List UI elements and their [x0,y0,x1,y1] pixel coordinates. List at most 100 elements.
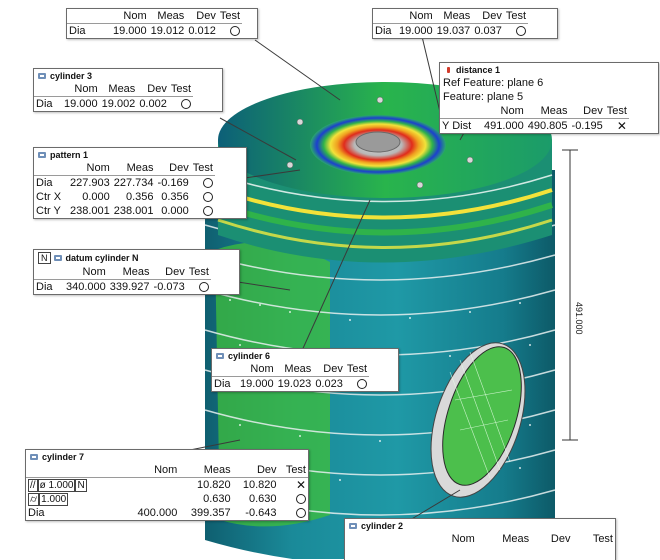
row-label: Dia [67,23,111,38]
meas-value: 19.023 [275,376,314,391]
pass-circle-icon [296,494,306,505]
side-bore-grid [449,351,513,479]
nom-value: 19.000 [397,23,435,38]
meas-value: 19.012 [148,23,187,38]
datum-tag: N [38,252,51,264]
col-meas: Meas [540,105,568,117]
pass-circle-icon [202,178,213,189]
nom-value: 400.000 [137,507,178,519]
pass-circle-icon [202,206,213,217]
col-dev: Dev [169,162,189,174]
annotation-title: cylinder 3 [50,71,93,81]
annotation-cylinder-3[interactable]: cylinder 3 Nom Meas Dev Test Dia 19.000 … [33,68,223,112]
dev-value: 0.630 [248,493,277,505]
col-test: Test [285,464,306,476]
meas-value: 399.357 [190,507,231,519]
pass-circle-icon [516,26,527,37]
dev-value: 0.037 [472,23,504,38]
col-meas: Meas [502,533,530,545]
col-dev: Dev [323,363,343,375]
col-dev: Dev [550,533,571,545]
table-row: Ctr X 0.000 0.356 0.356 [34,190,215,204]
table-row: Ctr Y 238.001 238.001 0.000 [34,204,215,218]
dev-value: 0.002 [137,96,169,111]
datum-ref: N [75,479,87,492]
meas-value: 238.001 [113,205,154,217]
dev-value: 0.000 [161,205,189,217]
row-label: Ctr Y [36,205,61,217]
annotation-title: distance 1 [456,65,501,75]
nom-value: 340.000 [64,279,108,294]
col-meas: Meas [126,162,154,174]
annotation-pattern-1[interactable]: pattern 1 Nom Meas Dev Test Dia 227.903 … [33,147,247,219]
feature-icon [38,151,47,159]
col-dev: Dev [165,266,185,278]
pass-circle-icon [296,508,306,519]
dev-value: -0.073 [151,279,187,294]
feature-icon [38,72,47,80]
col-nom: Nom [250,363,274,375]
top-ring-bands [217,174,553,249]
annotation-distance-1[interactable]: distance 1 Ref Feature: plane 6 Feature:… [439,62,659,134]
feature-text: Feature: plane 5 [443,91,524,103]
pass-circle-icon [202,192,213,203]
pass-circle-icon [357,379,368,390]
nom-value: 0.000 [82,191,110,203]
parallelism-symbol: // [28,479,38,492]
col-dev: Dev [147,83,167,95]
nom-value: 227.903 [68,175,112,190]
pass-circle-icon [198,282,209,293]
col-dev: Dev [256,464,277,476]
annotation-title: pattern 1 [50,150,89,160]
nom-value: 19.000 [238,376,276,391]
annotation-cylinder-7[interactable]: cylinder 7 Nom Meas Dev Test //ø 1.000 N … [25,449,309,521]
ref-feature-text: Ref Feature: plane 6 [443,77,544,89]
annotation-cylinder-6[interactable]: cylinder 6 Nom Meas Dev Test Dia 19.000 … [211,348,399,392]
col-nom: Nom [154,464,178,476]
meas-value: 19.037 [434,23,473,38]
col-test: Test [346,363,368,375]
meas-value: 19.002 [99,96,138,111]
col-nom: Nom [86,162,110,174]
row-label: Y Dist [440,118,482,133]
tolerance-value: 1.000 [39,493,69,506]
dev-value: -0.169 [155,175,191,190]
col-meas: Meas [443,10,471,22]
row-label: Dia [28,507,45,519]
col-nom: Nom [74,83,98,95]
annotation-title: cylinder 7 [42,452,85,462]
col-meas: Meas [203,464,231,476]
col-meas: Meas [122,266,150,278]
annotation-cylinder-2[interactable]: cylinder 2 Nom Meas Dev Test [344,518,616,560]
col-dev: Dev [196,10,216,22]
leader-lines [189,27,471,521]
annotation-top-left[interactable]: Nom Meas Dev Test Dia 19.000 19.012 0.01… [66,8,258,39]
col-nom: Nom [451,533,475,545]
dev-value: 0.356 [161,191,189,203]
nom-value [126,492,179,506]
col-nom: Nom [82,266,106,278]
meas-value: 0.356 [126,191,154,203]
col-dev: Dev [583,105,603,117]
col-meas: Meas [108,83,136,95]
col-test: Test [592,533,613,545]
col-dev: Dev [482,10,502,22]
col-test: Test [170,83,192,95]
meas-value: 10.820 [179,477,233,492]
col-test: Test [505,10,527,22]
pass-circle-icon [230,26,241,37]
distance-dimension-line [562,149,578,441]
annotation-top-right[interactable]: Nom Meas Dev Test Dia 19.000 19.037 0.03… [372,8,558,39]
nom-value: 238.001 [70,205,110,217]
annotation-title: cylinder 2 [361,521,404,531]
cylindricity-symbol: ⌭ [28,493,40,506]
col-meas: Meas [284,363,312,375]
dimension-value-label: 491.000 [574,302,584,335]
table-row: ⌭ 1.000 0.630 0.630 [26,492,308,506]
row-label: Dia [34,96,62,111]
hub-center [355,131,401,153]
pass-circle-icon [181,99,192,110]
dev-value: 0.012 [186,23,218,38]
row-label: Dia [34,175,68,190]
